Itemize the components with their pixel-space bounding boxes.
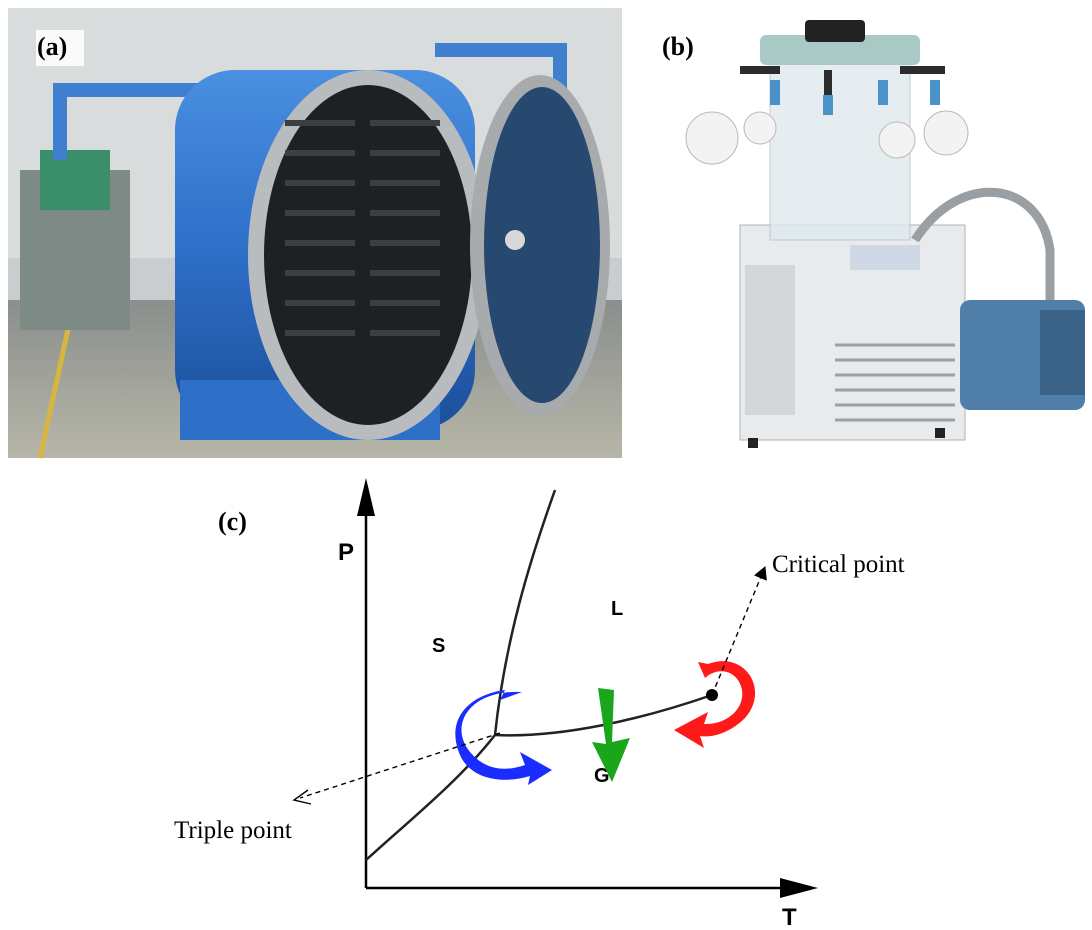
figure: (a) (b) (c) [0, 0, 1092, 930]
axis-label: T [782, 904, 797, 930]
panel-label: (c) [218, 507, 247, 536]
region-label: L [611, 598, 623, 620]
annotation: Critical point [772, 551, 905, 578]
annotation: Triple point [174, 817, 292, 844]
photo-a: (a) [8, 8, 622, 458]
panel-label: (a) [37, 32, 67, 61]
axis-arrow [780, 878, 818, 898]
sublimation-arrow [455, 690, 552, 785]
region-label: S [432, 635, 445, 657]
axis-arrow [357, 478, 375, 516]
axis-label: P [338, 539, 354, 566]
sublimation-curve [366, 735, 495, 860]
photo-b: (b) [662, 20, 1085, 448]
phase-diagram: (c) P T S L G Critical point Triple poin… [174, 478, 905, 930]
panel-label: (b) [662, 32, 694, 61]
